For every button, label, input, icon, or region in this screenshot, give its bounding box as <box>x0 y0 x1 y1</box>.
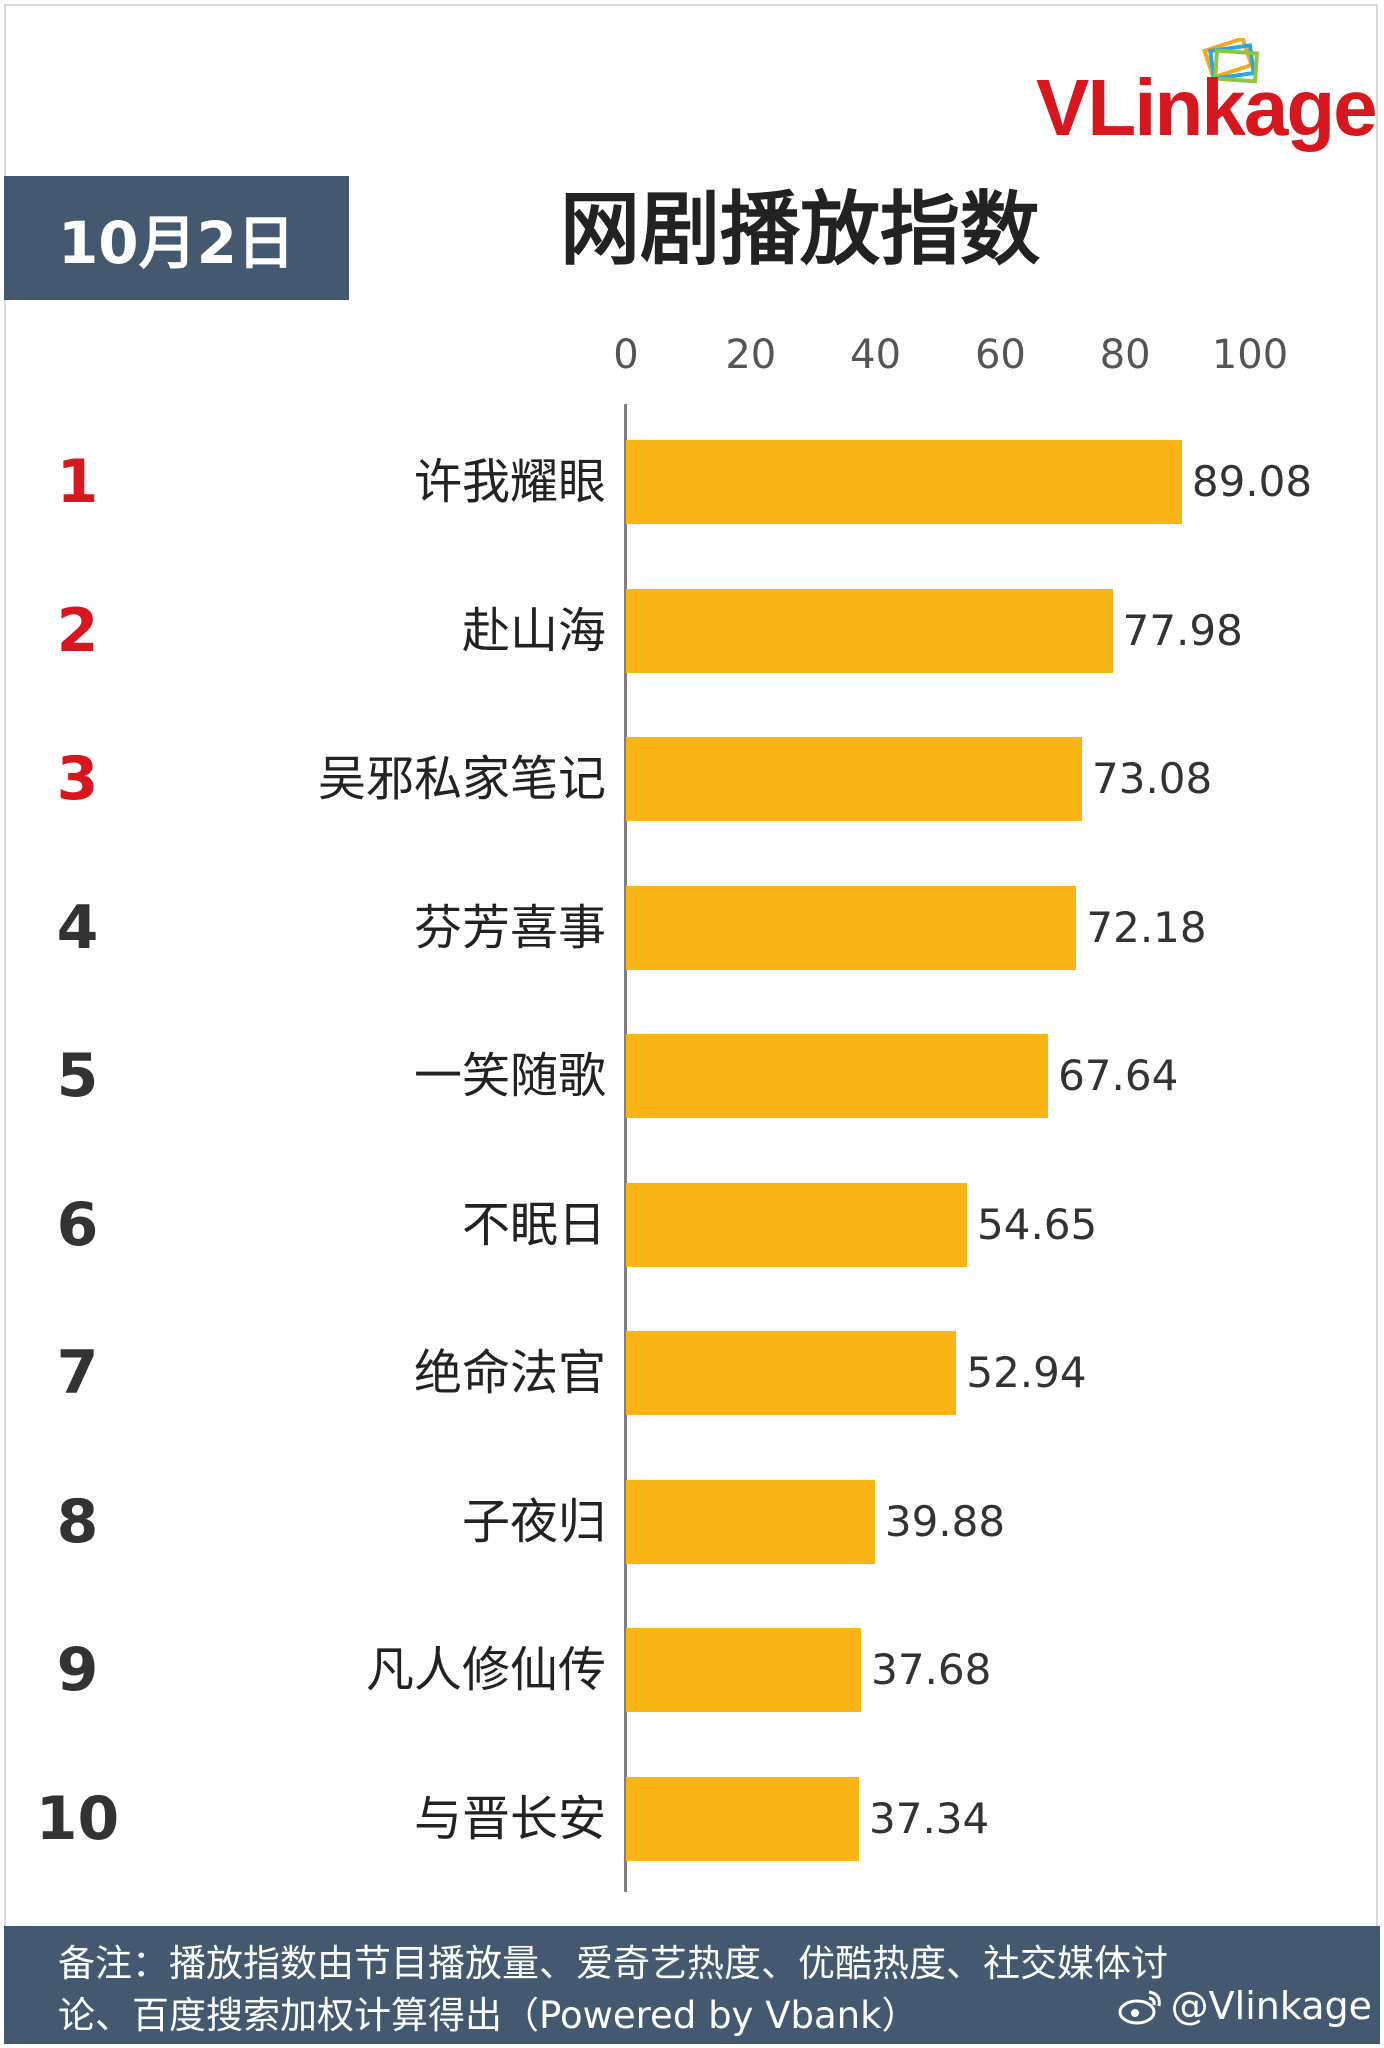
weibo-icon <box>1118 1990 1161 2025</box>
bar <box>626 588 1113 673</box>
vlinkage-logo: VLinkage <box>1036 38 1378 158</box>
rank-number: 1 <box>56 447 99 517</box>
bar <box>626 1628 862 1712</box>
x-tick-label: 80 <box>1099 332 1151 378</box>
y-axis-line <box>624 404 627 1892</box>
value-label: 39.88 <box>884 1496 1006 1546</box>
category-label: 子夜归 <box>461 1493 606 1550</box>
bar <box>626 1479 875 1564</box>
footer-note: 备注：播放指数由节目播放量、爱奇艺热度、优酷热度、社交媒体讨 论、百度搜索加权计… <box>4 1926 1380 2044</box>
page-title: 网剧播放指数 <box>560 183 1040 276</box>
x-tick-label: 40 <box>850 332 902 378</box>
value-label: 73.08 <box>1092 754 1213 803</box>
category-label: 吴邪私家笔记 <box>317 751 606 807</box>
value-label: 67.64 <box>1058 1051 1179 1100</box>
chart-row: 8 子夜归 39.88 <box>0 1479 1384 1564</box>
category-label: 绝命法官 <box>413 1345 606 1401</box>
x-tick-label: 100 <box>1211 332 1289 378</box>
category-label: 芬芳喜事 <box>413 899 606 956</box>
date-badge: 10月2日 <box>4 176 349 300</box>
rank-number: 4 <box>56 892 99 963</box>
bar <box>626 1331 957 1415</box>
chart-row: 4 芬芳喜事 72.18 <box>0 885 1384 970</box>
footer-note-line2: 论、百度搜索加权计算得出（Powered by Vbank） <box>58 1994 919 2037</box>
x-tick-label: 60 <box>974 332 1026 378</box>
chart-row: 1 许我耀眼 89.08 <box>0 440 1384 524</box>
value-label: 72.18 <box>1086 902 1207 952</box>
logo-wordmark: VLinkage <box>1036 63 1378 152</box>
bar <box>626 440 1182 524</box>
chart-row: 2 赴山海 77.98 <box>0 588 1384 673</box>
value-label: 37.68 <box>871 1645 992 1694</box>
chart-row: 5 一笑随歌 67.64 <box>0 1034 1384 1118</box>
value-label: 52.94 <box>966 1348 1087 1397</box>
rank-number: 9 <box>56 1635 99 1705</box>
rank-number: 6 <box>56 1189 99 1260</box>
bar <box>626 1034 1049 1118</box>
category-label: 赴山海 <box>461 602 606 659</box>
rank-number: 2 <box>56 595 99 666</box>
value-label: 37.34 <box>869 1793 990 1843</box>
rank-number: 3 <box>56 744 99 814</box>
chart-row: 10 与晋长安 37.34 <box>0 1776 1384 1861</box>
weibo-handle-text: @Vlinkage <box>1170 1984 1372 2028</box>
value-label: 77.98 <box>1122 605 1243 655</box>
chart-row: 7 绝命法官 52.94 <box>0 1331 1384 1415</box>
category-label: 与晋长安 <box>413 1790 606 1847</box>
rank-number: 5 <box>56 1041 99 1111</box>
bar <box>626 1182 968 1267</box>
x-tick-label: 20 <box>725 332 777 378</box>
rank-number: 7 <box>56 1338 99 1408</box>
bar <box>626 737 1083 821</box>
bar <box>626 1776 859 1861</box>
value-label: 54.65 <box>977 1199 1098 1249</box>
chart-row: 9 凡人修仙传 37.68 <box>0 1628 1384 1712</box>
weibo-handle[interactable]: @Vlinkage <box>1117 1984 1372 2028</box>
category-label: 许我耀眼 <box>413 454 606 510</box>
chart-row: 6 不眠日 54.65 <box>0 1182 1384 1267</box>
value-label: 89.08 <box>1191 457 1313 506</box>
category-label: 一笑随歌 <box>413 1048 606 1104</box>
category-label: 凡人修仙传 <box>365 1642 606 1698</box>
rank-number: 10 <box>35 1783 120 1854</box>
category-label: 不眠日 <box>461 1196 606 1253</box>
footer-note-line1: 备注：播放指数由节目播放量、爱奇艺热度、优酷热度、社交媒体讨 <box>58 1942 1168 1985</box>
bar <box>626 885 1077 970</box>
chart-row: 3 吴邪私家笔记 73.08 <box>0 737 1384 821</box>
rank-number: 8 <box>56 1486 99 1557</box>
stacked-frames-icon <box>1202 38 1260 84</box>
x-tick-label: 0 <box>613 332 639 378</box>
